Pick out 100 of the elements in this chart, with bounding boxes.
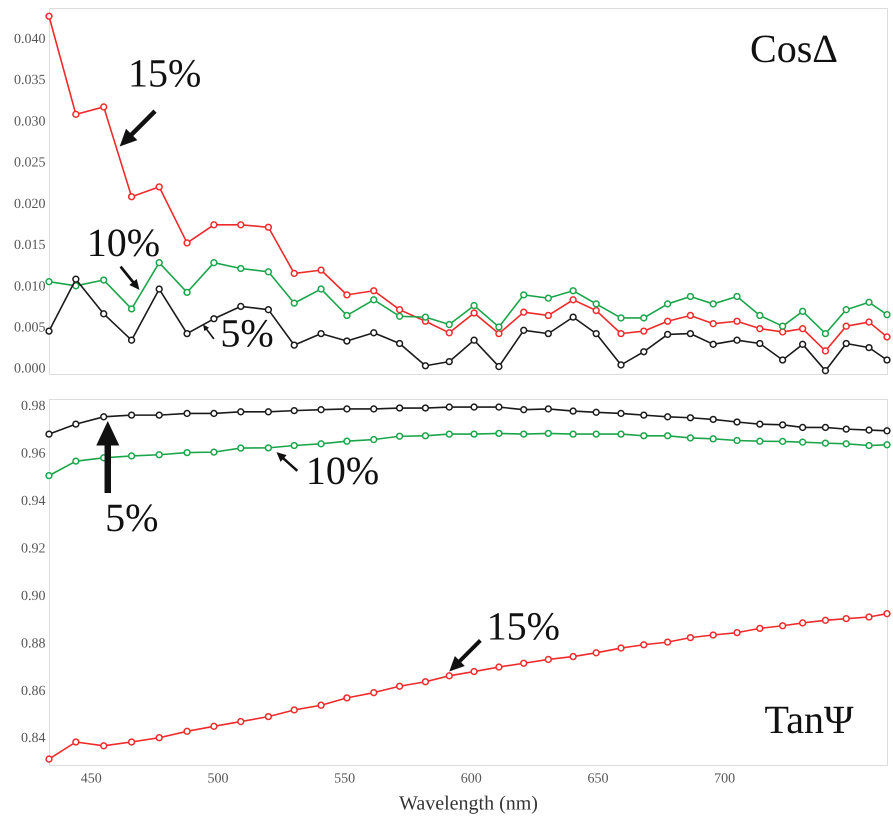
y-tick-label: 0.98: [21, 399, 46, 414]
point: [446, 329, 453, 336]
point: [45, 430, 53, 438]
point: [396, 404, 404, 412]
point: [495, 323, 503, 331]
y-tick-label: 0.88: [21, 636, 46, 652]
point: [343, 694, 351, 702]
point: [396, 432, 404, 440]
point: [778, 438, 786, 446]
x-tick-label: 650: [587, 772, 608, 786]
point: [422, 313, 430, 321]
point: [865, 344, 873, 352]
point: [446, 358, 453, 366]
point: [686, 634, 694, 642]
annotation: 10%: [86, 220, 160, 265]
y-tick-label: 0.000: [14, 362, 46, 377]
point: [592, 430, 600, 438]
point: [865, 318, 873, 326]
point: [664, 330, 672, 338]
annotation: 15%: [486, 604, 560, 649]
point: [617, 644, 625, 652]
point: [733, 336, 741, 344]
point: [778, 622, 786, 630]
point: [210, 410, 218, 418]
point: [470, 309, 478, 317]
point: [45, 327, 53, 335]
point: [290, 406, 298, 414]
point: [756, 325, 764, 332]
point: [544, 294, 552, 302]
point: [495, 403, 503, 411]
point: [756, 312, 764, 320]
point: [290, 341, 298, 349]
point: [822, 439, 830, 447]
point: [183, 239, 191, 247]
point: [446, 320, 453, 328]
point: [710, 320, 717, 328]
point: [72, 276, 80, 283]
point: [343, 337, 351, 345]
point: [128, 336, 136, 344]
point: [317, 330, 325, 338]
y-tick-label: 0.015: [14, 238, 46, 254]
point: [592, 300, 600, 308]
point: [237, 718, 244, 726]
point: [156, 259, 163, 266]
point: [756, 624, 764, 632]
point: [237, 408, 244, 416]
point: [237, 444, 244, 452]
annotation: 5%: [105, 495, 158, 540]
point: [370, 287, 378, 294]
point: [617, 314, 625, 322]
annotation: 15%: [128, 50, 202, 96]
point: [100, 310, 108, 318]
y-tick-label: 0.040: [14, 32, 46, 47]
point: [569, 296, 577, 304]
point: [237, 221, 244, 228]
point: [128, 452, 136, 460]
point: [756, 340, 764, 348]
point: [664, 432, 672, 440]
point: [317, 702, 325, 709]
point: [686, 312, 694, 320]
y-tick-label: 0.025: [14, 156, 46, 171]
point: [370, 688, 378, 696]
annotation: TanΨ: [764, 697, 854, 742]
point: [640, 432, 648, 440]
x-tick-label: 600: [460, 772, 482, 786]
point: [822, 330, 830, 338]
point: [470, 302, 478, 310]
point: [640, 411, 648, 419]
point: [710, 340, 717, 348]
point: [569, 652, 577, 660]
point: [822, 616, 830, 624]
y-tick-label: 0.020: [14, 196, 46, 212]
point: [446, 672, 453, 680]
point: [100, 413, 108, 420]
point: [396, 306, 404, 314]
point: [317, 266, 325, 274]
point: [883, 610, 891, 618]
x-tick-label: 550: [334, 772, 356, 786]
point: [422, 404, 430, 412]
point: [495, 430, 503, 438]
point: [396, 682, 404, 690]
point: [128, 738, 136, 746]
point: [865, 298, 873, 306]
point: [343, 291, 351, 299]
point: [128, 305, 136, 313]
point: [317, 285, 325, 293]
point: [72, 420, 80, 428]
point: [710, 416, 717, 424]
point: [45, 472, 53, 480]
y-tick-label: 0.035: [14, 73, 46, 88]
point: [422, 362, 430, 370]
annotation: 10%: [306, 448, 380, 494]
point: [45, 278, 53, 286]
point: [396, 340, 404, 348]
point: [865, 426, 873, 434]
point: [544, 430, 552, 438]
point: [842, 340, 850, 348]
point: [183, 728, 191, 735]
point: [520, 291, 528, 299]
point: [544, 330, 552, 338]
